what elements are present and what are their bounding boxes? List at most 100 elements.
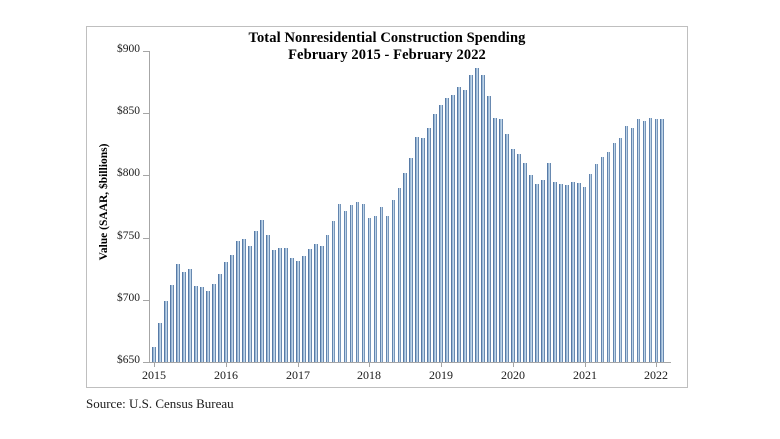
bar	[499, 119, 503, 362]
bar	[158, 323, 163, 362]
bar	[283, 247, 288, 362]
bar	[612, 143, 617, 362]
bar	[505, 134, 509, 362]
bar	[331, 221, 336, 362]
bar	[373, 216, 378, 362]
x-axis-tick-label: 2022	[644, 368, 668, 382]
y-axis-tick-mark	[143, 175, 149, 177]
bar	[546, 162, 551, 362]
bar	[463, 89, 467, 362]
bar	[206, 291, 210, 362]
bar	[457, 87, 461, 362]
bar	[421, 138, 426, 362]
x-axis-tick-label: 2016	[214, 368, 238, 382]
bar	[277, 247, 282, 362]
bar	[379, 206, 384, 362]
bar	[218, 273, 222, 362]
bar	[236, 241, 240, 362]
x-axis-tick-mark	[226, 362, 227, 367]
bar	[570, 181, 575, 362]
bar	[439, 104, 444, 362]
bar	[481, 74, 485, 362]
x-axis-tick-mark	[656, 362, 657, 367]
bar	[409, 157, 414, 362]
bar	[606, 151, 611, 362]
bar	[170, 284, 175, 362]
x-axis-tick-mark	[513, 362, 514, 367]
bar	[188, 268, 193, 362]
bar	[355, 201, 360, 362]
y-axis-tick-label: $850	[117, 105, 140, 118]
bar	[642, 120, 647, 362]
x-axis-tick-mark	[369, 362, 370, 367]
x-axis-tick-mark	[154, 362, 155, 367]
bar	[517, 154, 521, 362]
chart-title-line2: February 2015 - February 2022	[288, 47, 486, 63]
bar	[529, 175, 533, 362]
bar	[451, 94, 455, 362]
source-note: Source: U.S. Census Bureau	[86, 396, 234, 411]
bar	[212, 283, 216, 362]
bar	[654, 119, 659, 362]
bar	[349, 205, 354, 362]
bar	[534, 184, 539, 362]
x-axis-tick-label: 2018	[357, 368, 381, 382]
bar	[624, 125, 629, 362]
bar	[301, 256, 306, 362]
y-axis-tick-mark	[143, 237, 149, 239]
x-axis-tick-mark	[298, 362, 299, 367]
y-axis-tick-label: $650	[117, 354, 140, 366]
bar	[248, 246, 252, 362]
bar	[600, 156, 605, 362]
bar	[254, 231, 258, 362]
x-axis-line	[149, 362, 671, 363]
bar	[194, 286, 198, 362]
bar	[367, 217, 372, 362]
bar	[427, 128, 432, 362]
bar	[636, 119, 641, 362]
y-axis-line	[149, 51, 150, 363]
bar	[266, 235, 270, 362]
bar	[588, 174, 593, 362]
bar	[523, 162, 527, 362]
bar	[176, 263, 181, 362]
bar	[164, 301, 169, 362]
bar	[433, 114, 438, 362]
y-axis-tick-label: $700	[117, 291, 140, 304]
bar	[307, 248, 312, 362]
bar	[493, 118, 497, 362]
bar	[289, 257, 294, 362]
x-axis-tick-label: 2017	[286, 368, 310, 382]
y-axis-tick-mark	[143, 299, 149, 301]
bar	[182, 272, 187, 362]
bar	[337, 204, 342, 362]
bar	[295, 261, 300, 362]
x-axis-tick-mark	[441, 362, 442, 367]
x-axis-tick-label: 2021	[573, 368, 597, 382]
bar	[403, 172, 408, 362]
bar	[648, 118, 653, 362]
bar	[397, 187, 402, 362]
y-axis-tick-mark	[143, 51, 149, 52]
plot-area	[150, 51, 670, 362]
bar	[224, 262, 228, 362]
bar	[260, 220, 264, 362]
x-axis-tick-label: 2019	[429, 368, 453, 382]
y-axis-tick-mark	[143, 362, 149, 363]
bar	[152, 347, 157, 362]
bar	[540, 180, 545, 362]
bar	[630, 128, 635, 362]
bar	[271, 250, 276, 362]
bar	[319, 246, 324, 362]
bar	[511, 149, 515, 362]
bar	[552, 181, 557, 362]
bar	[594, 164, 599, 362]
bar	[415, 136, 420, 362]
y-axis-tick-mark	[143, 113, 149, 115]
bar	[391, 200, 396, 362]
bar	[618, 138, 623, 362]
x-axis-tick-label: 2015	[142, 368, 166, 382]
bar	[576, 182, 581, 362]
bar	[582, 186, 587, 362]
